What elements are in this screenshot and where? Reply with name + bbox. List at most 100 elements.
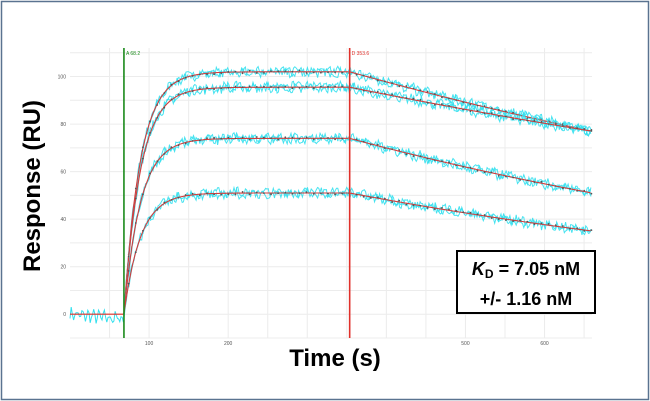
data-point-series-4: [526, 220, 529, 223]
data-point-series-3: [419, 155, 422, 158]
data-point-series-4: [227, 193, 230, 196]
data-point-series-4: [291, 192, 294, 195]
data-point-series-3: [163, 153, 166, 155]
data-point-series-4: [376, 196, 379, 199]
kd-error: +/- 1.16 nM: [479, 289, 573, 309]
data-point-series-2: [412, 97, 415, 100]
data-point-series-3: [177, 144, 180, 147]
data-point-series-4: [462, 211, 465, 214]
data-point-series-4: [576, 227, 578, 230]
data-point-series-4: [199, 194, 201, 197]
fit-curve-dissociation-1: [349, 71, 591, 132]
data-point-series-3: [441, 160, 443, 163]
fit-curve-dissociation-4: [349, 192, 591, 232]
data-point-series-4: [547, 223, 550, 225]
data-point-series-3: [220, 137, 223, 140]
data-point-series-3: [462, 166, 465, 168]
y-tick-label: 40: [60, 217, 66, 223]
data-point-series-3: [455, 164, 457, 167]
data-point-series-3: [206, 137, 208, 140]
data-point-series-2: [462, 108, 465, 111]
data-point-series-2: [455, 107, 457, 109]
data-point-series-4: [163, 201, 166, 204]
y-axis-title: Response (RU): [19, 100, 46, 272]
data-point-series-1: [227, 70, 230, 73]
data-point-series-1: [255, 72, 258, 74]
data-point-series-4: [590, 229, 593, 232]
data-point-series-1: [476, 104, 479, 107]
data-point-series-4: [334, 193, 336, 196]
fit-curve-association-4: [123, 192, 349, 315]
data-point-series-3: [263, 136, 265, 139]
data-point-series-3: [583, 189, 586, 192]
data-point-series-3: [199, 139, 201, 142]
data-point-series-4: [191, 192, 194, 195]
data-point-series-1: [277, 70, 280, 73]
data-point-series-1: [497, 108, 500, 111]
data-point-series-2: [284, 85, 287, 88]
data-point-series-1: [334, 71, 336, 74]
data-point-series-4: [277, 192, 280, 195]
data-point-series-1: [149, 120, 151, 123]
data-point-series-4: [270, 193, 272, 196]
data-point-series-4: [320, 192, 322, 195]
y-tick-label: 20: [60, 265, 66, 271]
data-point-series-2: [206, 86, 208, 89]
data-point-series-2: [526, 119, 529, 122]
data-point-series-1: [312, 71, 315, 74]
data-point-series-1: [448, 97, 450, 100]
data-point-series-2: [483, 112, 486, 115]
data-point-series-2: [362, 89, 365, 92]
data-point-series-1: [341, 71, 344, 74]
data-point-series-4: [305, 191, 308, 194]
data-point-series-3: [540, 180, 543, 183]
x-tick-label: 200: [224, 341, 233, 347]
data-point-series-1: [142, 146, 144, 149]
data-point-series-1: [320, 71, 322, 74]
data-point-series-1: [220, 72, 223, 75]
data-point-series-1: [376, 79, 379, 82]
data-point-series-3: [590, 192, 593, 195]
data-point-series-2: [554, 123, 557, 125]
data-point-series-3: [519, 179, 522, 181]
data-point-series-1: [433, 93, 436, 95]
data-point-series-2: [270, 86, 272, 88]
data-point-series-2: [227, 86, 230, 89]
y-tick-label: 100: [58, 75, 67, 81]
kd-value: = 7.05 nM: [498, 259, 581, 279]
data-point-series-1: [355, 73, 358, 76]
data-point-series-3: [241, 136, 244, 139]
data-point-series-1: [441, 96, 443, 99]
data-point-series-2: [384, 92, 386, 95]
data-point-series-4: [241, 191, 244, 193]
data-point-series-1: [213, 73, 216, 76]
data-point-series-4: [519, 219, 522, 222]
data-point-series-3: [576, 190, 578, 192]
data-point-series-4: [483, 214, 486, 216]
data-point-series-2: [184, 92, 187, 94]
data-point-series-2: [263, 85, 265, 88]
data-point-series-1: [462, 101, 465, 104]
data-point-series-3: [412, 155, 415, 158]
kd-subscript: D: [484, 267, 494, 281]
data-point-series-1: [191, 75, 194, 77]
data-point-series-2: [156, 116, 159, 119]
plot-area: 0 20 40 60 80 100 100 200 500 600 A 68.2 D 353.6: [58, 48, 593, 347]
data-point-series-1: [426, 90, 429, 93]
data-point-series-1: [156, 104, 159, 106]
data-point-series-1: [206, 73, 208, 76]
data-point-series-3: [526, 179, 529, 182]
data-point-series-4: [441, 207, 443, 209]
data-point-series-2: [127, 255, 130, 258]
data-point-series-2: [305, 85, 308, 88]
data-point-series-3: [270, 137, 272, 140]
data-point-series-1: [512, 111, 514, 114]
data-point-series-4: [134, 251, 137, 254]
data-point-series-4: [469, 211, 472, 214]
data-point-series-2: [291, 87, 294, 90]
data-point-series-2: [369, 91, 372, 94]
data-point-series-3: [512, 176, 514, 179]
data-point-series-1: [199, 73, 201, 76]
data-point-series-3: [305, 136, 308, 139]
data-point-series-1: [362, 74, 365, 77]
